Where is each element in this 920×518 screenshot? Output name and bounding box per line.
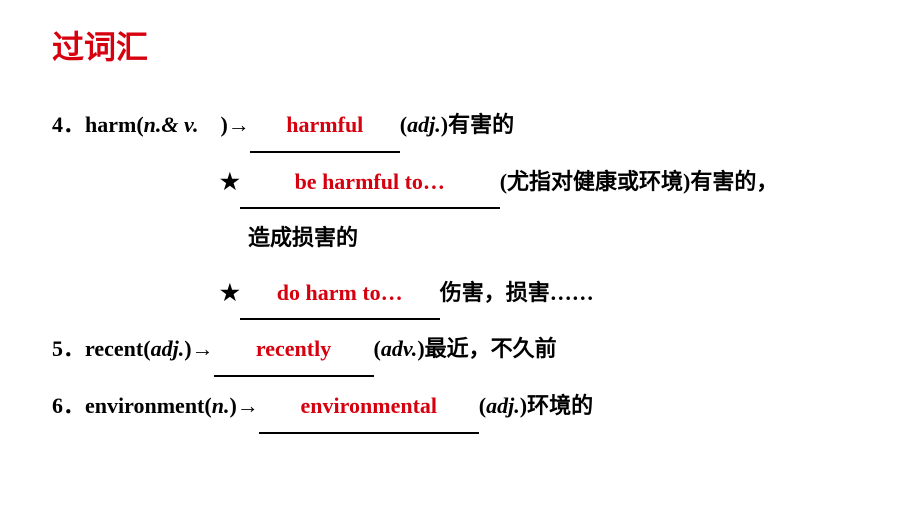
arrow-icon: →: [192, 336, 214, 361]
section-title: 过词汇: [52, 22, 148, 68]
word: environment(: [85, 393, 212, 418]
after-text: 伤害，损害……: [440, 280, 594, 305]
pos: n.: [212, 393, 230, 418]
after-close: )有害的: [441, 112, 514, 137]
blank-recently: recently: [214, 324, 374, 377]
item-5-line: 5．recent(adj.)→ recently (adv.)最近，不久前: [52, 324, 880, 377]
pos: n.& v.: [144, 112, 199, 137]
blank-beharmful: be harmful to…: [240, 157, 500, 210]
answer-beharmful: be harmful to…: [295, 157, 445, 208]
after-pos: adv.: [381, 336, 417, 361]
answer-environmental: environmental: [301, 381, 437, 432]
arrow-icon: →: [237, 393, 259, 418]
close: ): [184, 336, 191, 361]
after-pos: adj.: [407, 112, 441, 137]
item-4-line1: 4．harm(n.& v. )→harmful(adj.)有害的: [52, 100, 880, 153]
pos: adj.: [151, 336, 185, 361]
word: harm(: [85, 112, 144, 137]
word: recent(: [85, 336, 151, 361]
item-6-line: 6．environment(n.)→environmental(adj.)环境的: [52, 381, 880, 434]
item-num: 4．: [52, 112, 85, 137]
blank-environmental: environmental: [259, 381, 479, 434]
blank-doharm: do harm to…: [240, 268, 440, 321]
close: ): [198, 112, 227, 137]
answer-harmful: harmful: [286, 100, 363, 151]
after-close: )环境的: [520, 393, 593, 418]
after-open: (: [374, 336, 381, 361]
arrow-icon: →: [228, 112, 250, 137]
item-num: 5．: [52, 336, 85, 361]
vocabulary-content: 4．harm(n.& v. )→harmful(adj.)有害的 ★be har…: [52, 100, 880, 438]
answer-recently: recently: [256, 324, 331, 375]
close: ): [229, 393, 236, 418]
after-text: (尤指对健康或环境)有害的，: [500, 169, 779, 194]
star-icon: ★: [220, 169, 240, 194]
answer-doharm: do harm to…: [277, 268, 403, 319]
item-num: 6．: [52, 393, 85, 418]
after-close: )最近，不久前: [417, 336, 556, 361]
item-4-line4: ★ do harm to… 伤害，损害……: [52, 268, 880, 321]
item-4-line2: ★ be harmful to… (尤指对健康或环境)有害的，: [52, 157, 880, 210]
item-4-line3: 造成损害的: [52, 213, 880, 264]
text: 造成损害的: [248, 225, 358, 250]
blank-harmful: harmful: [250, 100, 400, 153]
star-icon: ★: [220, 280, 240, 305]
after-pos: adj.: [486, 393, 520, 418]
